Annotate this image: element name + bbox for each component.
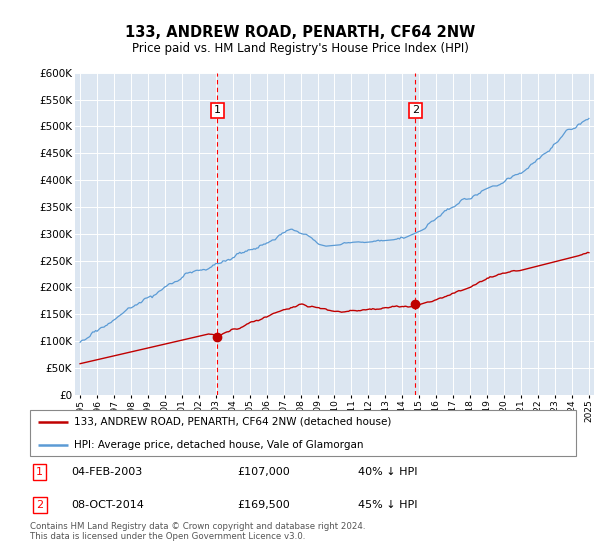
- Text: 133, ANDREW ROAD, PENARTH, CF64 2NW: 133, ANDREW ROAD, PENARTH, CF64 2NW: [125, 25, 475, 40]
- Text: Price paid vs. HM Land Registry's House Price Index (HPI): Price paid vs. HM Land Registry's House …: [131, 42, 469, 55]
- Text: Contains HM Land Registry data © Crown copyright and database right 2024.
This d: Contains HM Land Registry data © Crown c…: [30, 522, 365, 542]
- Text: 1: 1: [214, 105, 221, 115]
- Text: 04-FEB-2003: 04-FEB-2003: [71, 467, 142, 477]
- Text: 1: 1: [37, 467, 43, 477]
- Text: 08-OCT-2014: 08-OCT-2014: [71, 500, 144, 510]
- Text: 2: 2: [412, 105, 419, 115]
- Text: £107,000: £107,000: [238, 467, 290, 477]
- Text: 45% ↓ HPI: 45% ↓ HPI: [358, 500, 417, 510]
- FancyBboxPatch shape: [30, 410, 576, 456]
- Text: HPI: Average price, detached house, Vale of Glamorgan: HPI: Average price, detached house, Vale…: [74, 440, 363, 450]
- Text: 133, ANDREW ROAD, PENARTH, CF64 2NW (detached house): 133, ANDREW ROAD, PENARTH, CF64 2NW (det…: [74, 417, 391, 427]
- Text: £169,500: £169,500: [238, 500, 290, 510]
- Text: 2: 2: [36, 500, 43, 510]
- Text: 40% ↓ HPI: 40% ↓ HPI: [358, 467, 417, 477]
